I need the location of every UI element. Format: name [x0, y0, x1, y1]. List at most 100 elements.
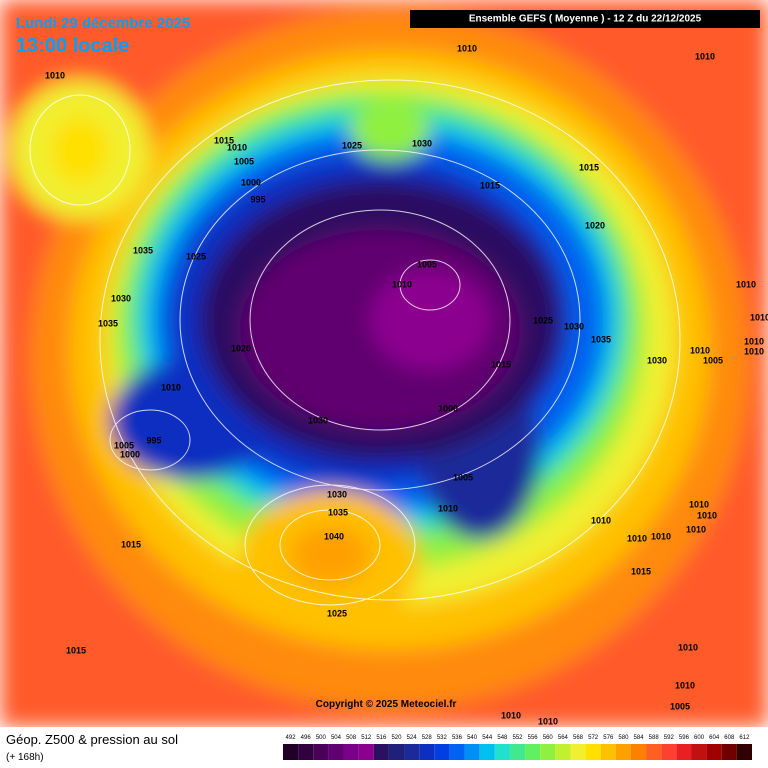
isobar-label: 1010 — [678, 642, 698, 652]
scale-label: 512 — [361, 735, 372, 741]
isobar-label: 1010 — [744, 346, 764, 356]
scale-label: 536 — [452, 735, 463, 741]
isobar-label: 1040 — [324, 531, 344, 541]
scale-box — [630, 744, 647, 760]
scale-label: 548 — [497, 735, 508, 741]
isobar-label: 1005 — [703, 355, 723, 365]
scale-label: 504 — [331, 735, 342, 741]
isobar-label: 1010 — [690, 345, 710, 355]
isobar-label: 1015 — [214, 135, 234, 145]
scale-label: 564 — [558, 735, 569, 741]
scale-label: 532 — [437, 735, 448, 741]
scale-box — [419, 744, 435, 760]
scale-label: 544 — [482, 735, 493, 741]
scale-label: 552 — [512, 735, 523, 741]
isobar-label: 1030 — [111, 293, 131, 303]
copyright: Copyright © 2025 Meteociel.fr — [316, 699, 457, 710]
isobar-label: 1010 — [161, 382, 181, 392]
scale-label: 500 — [316, 735, 327, 741]
scale-box — [313, 744, 329, 760]
scale-box — [404, 744, 420, 760]
isobar-label: 1010 — [695, 51, 715, 61]
footer-subtitle: (+ 168h) — [6, 752, 44, 763]
scale-label: 520 — [391, 735, 402, 741]
scale-label: 540 — [467, 735, 478, 741]
scale-label: 576 — [603, 735, 614, 741]
geopotential-field — [0, 0, 768, 727]
isobar-label: 1010 — [750, 312, 768, 322]
isobar-label: 1010 — [45, 70, 65, 80]
isobar-label: 1015 — [66, 645, 86, 655]
isobar-label: 1010 — [538, 716, 558, 726]
isobar-label: 995 — [146, 435, 161, 445]
isobar-label: 1010 — [227, 142, 247, 152]
scale-label: 596 — [679, 735, 690, 741]
scale-box — [691, 744, 707, 760]
isobar-label: 995 — [250, 194, 265, 204]
scale-box — [540, 744, 556, 760]
scale-box — [600, 744, 616, 760]
scale-label: 588 — [649, 735, 660, 741]
isobar-label: 1035 — [133, 245, 153, 255]
scale-box — [449, 744, 465, 760]
isobar-label: 1015 — [579, 162, 599, 172]
isobar-label: 1025 — [533, 315, 553, 325]
scale-label: 612 — [739, 735, 750, 741]
scale-label: 524 — [407, 735, 418, 741]
isobar-label: 1000 — [438, 403, 458, 413]
scale-box — [298, 744, 314, 760]
isobar-label: 1025 — [342, 140, 362, 150]
scale-box — [388, 744, 405, 760]
run-box — [410, 10, 760, 28]
isobar-label: 1020 — [585, 220, 605, 230]
scale-label: 556 — [528, 735, 539, 741]
scale-box — [585, 744, 601, 760]
isobar-label: 1005 — [670, 701, 690, 711]
isobar-label: 1000 — [120, 449, 140, 459]
isobar-label: 1010 — [591, 515, 611, 525]
scale-label: 496 — [301, 735, 312, 741]
isobar-label: 1015 — [491, 359, 511, 369]
footer-title: Géop. Z500 & pression au sol — [6, 732, 178, 747]
isobar-label: 1035 — [98, 318, 118, 328]
isobar-label: 1010 — [651, 531, 671, 541]
scale-label: 608 — [724, 735, 735, 741]
isobar-label: 1015 — [631, 566, 651, 576]
scale-label: 604 — [709, 735, 720, 741]
isobar-label: 1030 — [308, 415, 328, 425]
run-info: Ensemble GEFS ( Moyenne ) - 12 Z du 22/1… — [469, 14, 702, 25]
scale-box — [509, 744, 526, 760]
isobar-label: 1035 — [328, 507, 348, 517]
isobar-label: 1010 — [675, 680, 695, 690]
isobar-label: 1015 — [480, 180, 500, 190]
scale-box — [328, 744, 344, 760]
scale-label: 528 — [422, 735, 433, 741]
isobar-label: 1025 — [327, 608, 347, 618]
isobar-label: 1010 — [457, 43, 477, 53]
color-scale: 492 496 500 504 508 512 516 520 524 528 532 536 540 5… — [283, 735, 752, 760]
scale-label: 516 — [376, 735, 387, 741]
isobar-label: 1010 — [744, 336, 764, 346]
scale-label: 492 — [286, 735, 297, 741]
scale-box — [494, 744, 510, 760]
isobar-label: 1010 — [697, 510, 717, 520]
scale-label: 568 — [573, 735, 584, 741]
scale-box — [721, 744, 737, 760]
scale-box — [570, 744, 586, 760]
scale-label: 560 — [543, 735, 554, 741]
scale-box — [676, 744, 692, 760]
date: Lundi 29 décembre 2025 — [16, 15, 190, 32]
scale-box — [736, 744, 752, 760]
isobars — [29, 79, 681, 606]
scale-box — [434, 744, 450, 760]
isobar-label: 1025 — [186, 251, 206, 261]
scale-label: 592 — [664, 735, 675, 741]
scale-box — [661, 744, 677, 760]
scale-box — [343, 744, 359, 760]
isobar-label: 1000 — [241, 177, 261, 187]
isobar-label: 1010 — [392, 279, 412, 289]
scale-label: 508 — [346, 735, 357, 741]
